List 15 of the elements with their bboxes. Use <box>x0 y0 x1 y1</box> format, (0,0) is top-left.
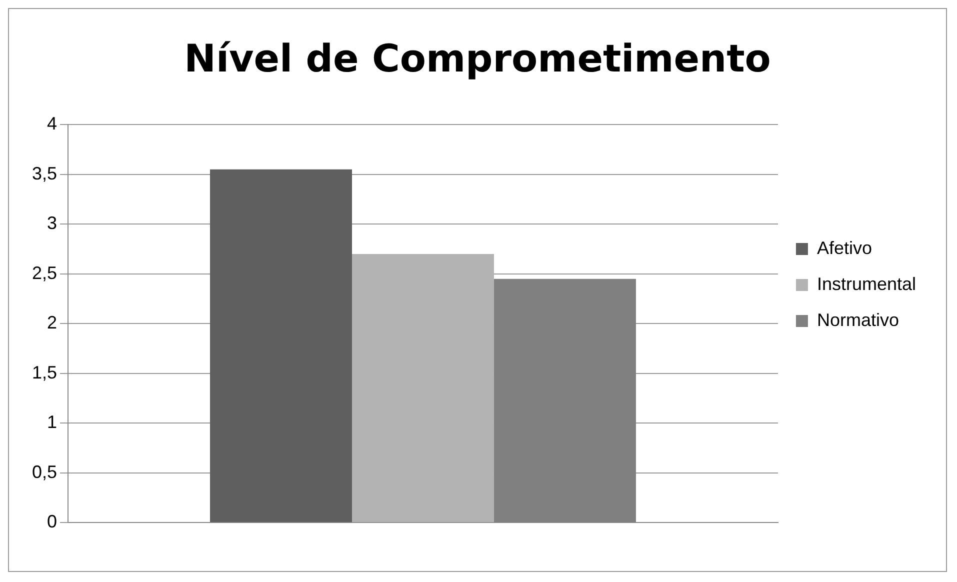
y-tick-label: 2,5 <box>32 262 58 283</box>
y-tick-label: 1,5 <box>32 362 58 382</box>
bar <box>210 169 352 522</box>
y-tick-label: 0,5 <box>32 462 58 482</box>
y-tick-label: 3,5 <box>32 163 58 184</box>
y-tick-label: 3 <box>47 213 58 234</box>
y-tick-label: 0 <box>47 512 58 532</box>
legend-label: Normativo <box>816 310 899 330</box>
chart-title: Nível de Comprometimento <box>184 36 771 81</box>
bar <box>352 254 494 522</box>
legend-label: Afetivo <box>816 238 872 258</box>
y-tick-label: 1 <box>47 412 58 432</box>
y-tick-label: 2 <box>47 312 58 333</box>
legend-label: Instrumental <box>816 274 916 294</box>
y-tick-label: 4 <box>47 114 58 134</box>
